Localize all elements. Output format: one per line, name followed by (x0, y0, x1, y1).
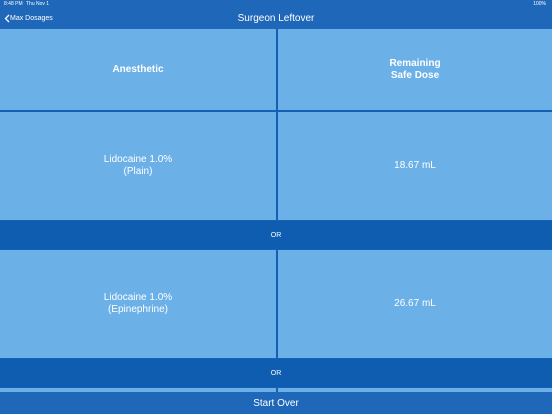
cell-text: 26.67 mL (394, 298, 436, 309)
cell-text: OR (270, 369, 282, 377)
anesthetic-cell: Lidocaine 1.0% (Epinephrine) (0, 250, 276, 358)
back-chevron (4, 14, 10, 23)
start-over-button[interactable]: Start Over (0, 392, 552, 414)
cell-text: (Plain) (123, 166, 153, 177)
cell-text: 18.67 mL (394, 160, 436, 171)
dose-cell: 18.67 mL (278, 112, 552, 220)
anesthetic-cell: Lidocaine 1.0% (Plain) (0, 112, 276, 220)
or-separator: OR (0, 221, 552, 249)
nav-title: Surgeon Leftover (237, 13, 315, 24)
cell-text: Remaining (389, 57, 441, 69)
dose-cell: 26.67 mL (278, 250, 552, 358)
battery: 100% (533, 1, 546, 7)
cell-text: OR (270, 231, 282, 239)
button-label: Start Over (253, 397, 299, 409)
header-cell: Remaining Safe Dose (278, 29, 552, 110)
cell-text: Safe Dose (390, 69, 440, 81)
or-separator: OR (0, 359, 552, 387)
cell-text: Lidocaine 1.0% (103, 154, 173, 165)
header-cell: Anesthetic (0, 29, 276, 110)
cell-text: Anesthetic (112, 63, 164, 75)
next-row-peek (278, 388, 552, 392)
next-row-peek (0, 388, 276, 392)
date: Thu Nov 1 (26, 1, 50, 7)
cell-text: Lidocaine 1.0% (103, 292, 173, 303)
status-bar: 8:48 PM Thu Nov 1 100% (0, 0, 552, 8)
cell-text: (Epinephrine) (107, 304, 169, 315)
back-button[interactable]: Max Dosages (4, 8, 53, 29)
time: 8:48 PM (4, 1, 23, 7)
back-label: Max Dosages (10, 15, 53, 22)
nav-bar: Max Dosages Surgeon Leftover (0, 8, 552, 29)
